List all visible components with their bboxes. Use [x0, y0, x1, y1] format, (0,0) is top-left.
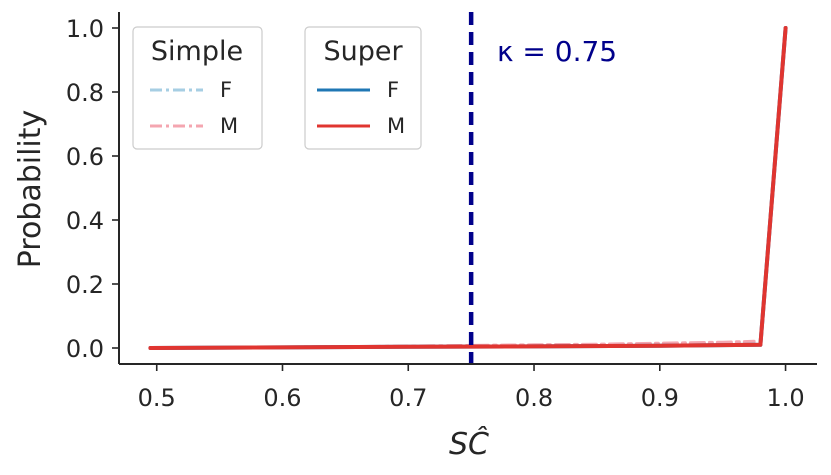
- x-tick-label: 0.6: [263, 384, 301, 412]
- legend-simple-m-label: M: [220, 114, 238, 138]
- x-tick-label: 1.0: [766, 384, 804, 412]
- y-tick-label: 0.6: [66, 143, 104, 171]
- y-tick-label: 0.8: [66, 79, 104, 107]
- legend-simple-frame: [132, 26, 263, 150]
- x-axis-label: SĈ: [449, 425, 489, 462]
- ticks-layer: 0.5 0.6 0.7 0.8 0.9 1.0 0.0 0.2 0.4 0.6 0.8 1.0: [66, 15, 805, 412]
- y-axis-label: Probability: [13, 110, 48, 269]
- legend-simple-f-label: F: [220, 78, 232, 102]
- legend-super-title: Super: [323, 36, 403, 67]
- legend-simple-title: Simple: [151, 36, 243, 67]
- series-layer: [148, 26, 788, 350]
- y-tick-label: 1.0: [66, 15, 104, 43]
- axes-layer: [118, 12, 817, 365]
- y-tick-label: 0.4: [66, 207, 104, 235]
- legend-super-frame: [304, 26, 422, 150]
- y-tick-label: 0.0: [66, 335, 104, 363]
- legend-super-m-label: M: [387, 114, 405, 138]
- x-tick-label: 0.7: [389, 384, 427, 412]
- y-tick-label: 0.2: [66, 271, 104, 299]
- legend-simple: Simple F M: [132, 26, 263, 150]
- legend-super-f-label: F: [387, 78, 399, 102]
- vline-annotation: κ = 0.75: [497, 35, 617, 68]
- series-super-m-line: [148, 26, 788, 350]
- x-tick-label: 0.9: [641, 384, 679, 412]
- x-tick-label: 0.5: [138, 384, 176, 412]
- x-tick-label: 0.8: [515, 384, 553, 412]
- legend-super: Super F M: [304, 26, 422, 150]
